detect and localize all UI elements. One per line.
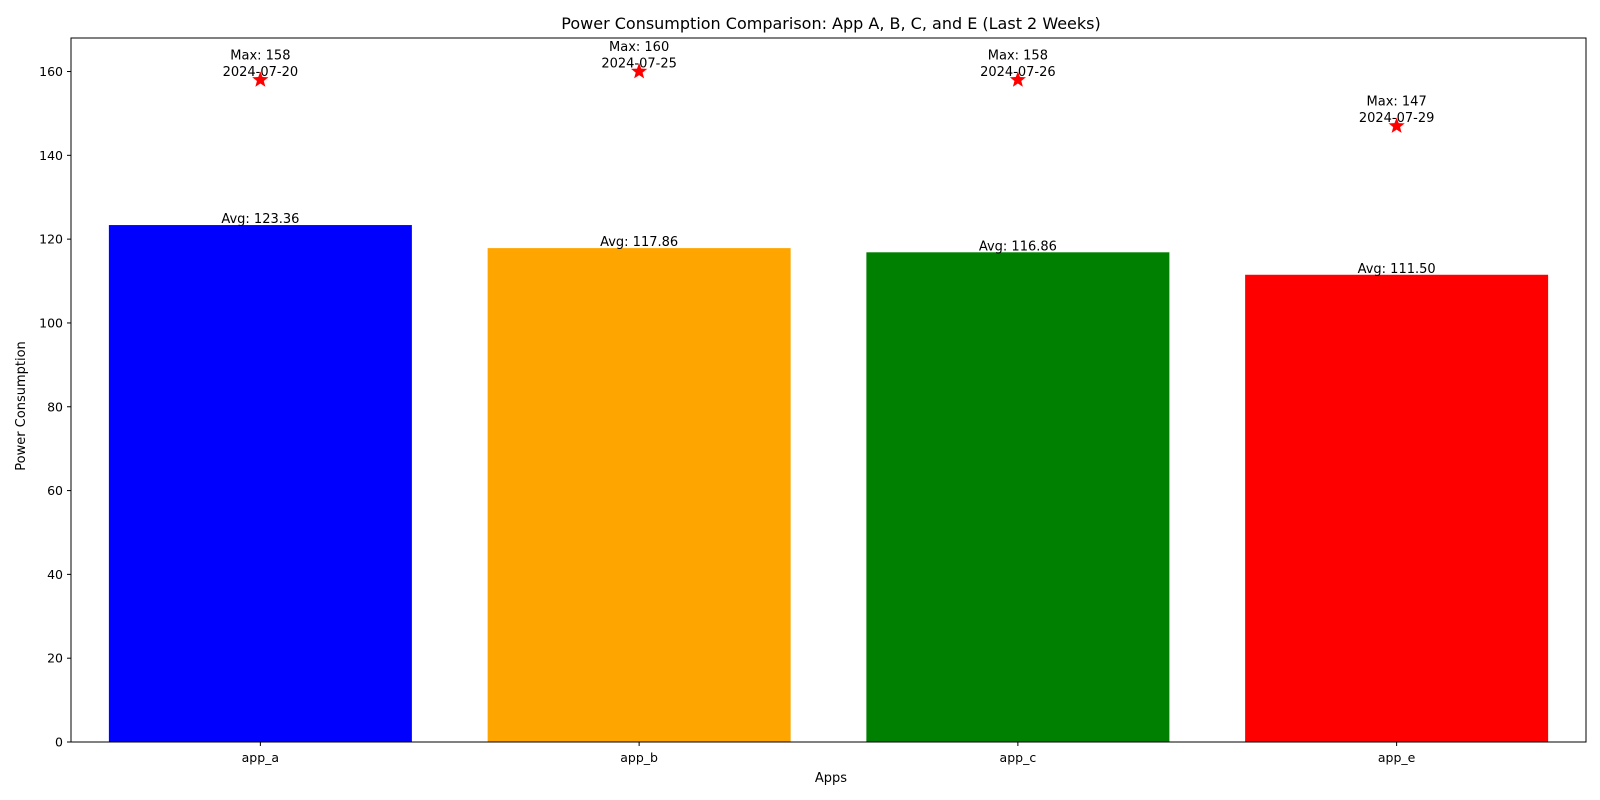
- y-tick-label: 40: [47, 567, 63, 582]
- max-label-app_a-line2: 2024-07-20: [223, 65, 299, 80]
- x-tick-label-app_b: app_b: [620, 750, 658, 765]
- y-tick-label: 100: [39, 315, 63, 330]
- max-marker-app_e: [1388, 117, 1405, 133]
- bar-app_c: [866, 252, 1170, 743]
- chart-title: Power Consumption Comparison: App A, B, …: [561, 14, 1100, 33]
- x-tick-label-app_a: app_a: [242, 750, 279, 765]
- y-tick-label: 20: [47, 651, 63, 666]
- y-tick-label: 120: [39, 232, 63, 247]
- x-tick-label-app_e: app_e: [1378, 750, 1416, 765]
- max-marker-app_b: [631, 63, 648, 79]
- bar-label-app_e: Avg: 111.50: [1358, 262, 1436, 277]
- bar-app_b: [487, 248, 791, 743]
- max-marker-app_a: [252, 71, 269, 87]
- max-label-app_b-line1: Max: 160: [609, 40, 669, 55]
- bar-app_e: [1245, 274, 1549, 742]
- max-marker-app_c: [1009, 71, 1026, 87]
- y-tick-label: 60: [47, 483, 63, 498]
- x-tick-label-app_c: app_c: [1000, 750, 1037, 765]
- y-axis-label: Power Consumption: [14, 341, 29, 471]
- bar-app_a: [108, 225, 412, 742]
- bar-label-app_c: Avg: 116.86: [979, 239, 1057, 254]
- x-axis-label: Apps: [815, 771, 847, 786]
- y-tick-label: 140: [39, 148, 63, 163]
- bar-label-app_a: Avg: 123.36: [221, 212, 299, 227]
- plot-frame: [70, 37, 1587, 743]
- y-tick-label: 0: [55, 735, 63, 750]
- max-label-app_e-line1: Max: 147: [1367, 95, 1427, 110]
- y-tick-label: 80: [47, 399, 63, 414]
- bar-label-app_b: Avg: 117.86: [600, 235, 678, 250]
- y-tick-label: 160: [39, 64, 63, 79]
- max-label-app_c-line1: Max: 158: [988, 48, 1048, 63]
- plot-area: Avg: 123.36 Avg: 117.86 Avg: 116.86 Avg: 11…: [39, 37, 1587, 765]
- max-label-app_c-line2: 2024-07-26: [980, 65, 1056, 80]
- max-label-app_b-line2: 2024-07-25: [601, 57, 677, 72]
- max-label-app_a-line1: Max: 158: [230, 48, 290, 63]
- max-label-app_e-line2: 2024-07-29: [1359, 111, 1435, 126]
